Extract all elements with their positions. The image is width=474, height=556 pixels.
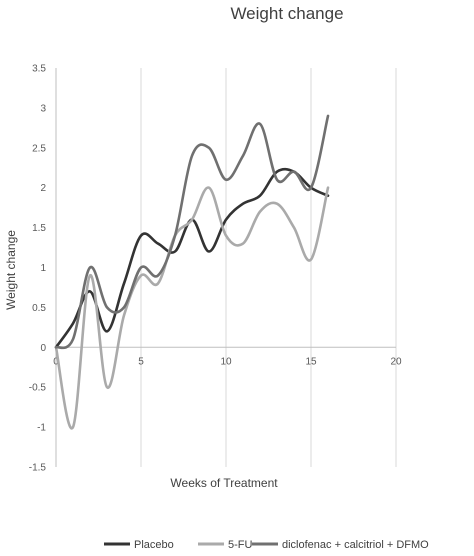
x-tick-label: 0 [53, 356, 59, 367]
x-tick-label: 15 [305, 356, 317, 367]
y-tick-label: -1.5 [29, 463, 47, 474]
gridlines [140, 68, 397, 467]
y-tick-label: -0.5 [29, 383, 47, 394]
axes [55, 68, 396, 467]
x-tick-labels: 0 5 10 15 20 [53, 356, 402, 367]
y-tick-label: 2 [40, 183, 46, 194]
series-line-2 [54, 186, 330, 430]
x-tick-label: 20 [390, 356, 402, 367]
legend-label: Placebo [134, 539, 174, 551]
y-axis-title: Weight change [4, 230, 18, 310]
x-tick-label: 10 [220, 356, 232, 367]
series-line-3 [54, 114, 330, 350]
y-tick-label: -1 [37, 423, 46, 434]
y-tick-label: 0 [40, 343, 46, 354]
legend-label: 5-FU [228, 539, 253, 551]
y-tick-label: 2.5 [32, 143, 46, 154]
series-lines [54, 114, 330, 430]
y-tick-label: 3.5 [32, 64, 46, 75]
legend-label: diclofenac + calcitriol + DFMO [282, 539, 429, 551]
chart-title: Weight change [230, 4, 343, 23]
y-tick-label: 1 [40, 263, 46, 274]
y-tick-label: 1.5 [32, 223, 46, 234]
y-tick-label: 3 [40, 103, 46, 114]
y-tick-labels: -1.5 -1 -0.5 0 0.5 1 1.5 2 2.5 3 3.5 [29, 64, 47, 474]
y-tick-label: 0.5 [32, 303, 46, 314]
x-axis-title: Weeks of Treatment [170, 476, 278, 490]
x-tick-label: 5 [138, 356, 144, 367]
legend: Placebo 5-FU diclofenac + calcitriol + DFM… [104, 539, 429, 551]
